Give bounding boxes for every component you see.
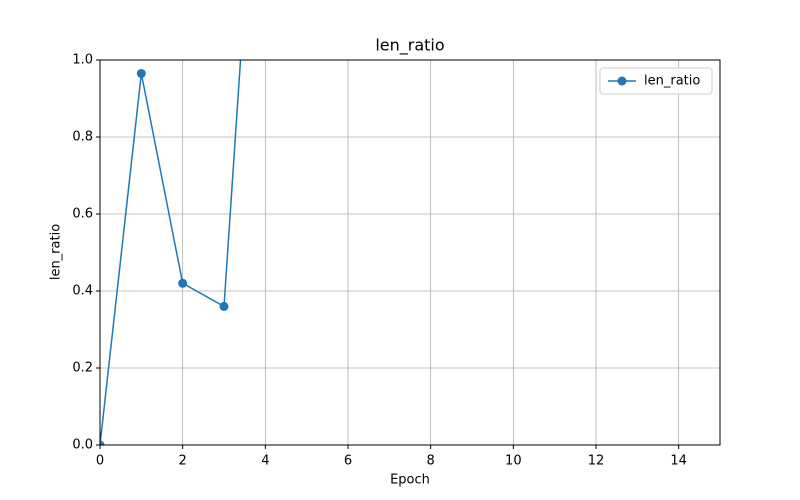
x-tick-label: 0 xyxy=(96,454,104,469)
legend-marker xyxy=(617,76,627,86)
x-tick-label: 10 xyxy=(505,454,522,469)
legend-label: len_ratio xyxy=(644,74,700,89)
chart-title: len_ratio xyxy=(375,36,444,56)
ticks: 0 2 4 6 8 10 12 14 0.0 0.2 0.4 0.6 0.8 1.0 xyxy=(72,53,687,469)
x-tick-label: 6 xyxy=(344,454,352,469)
x-tick-label: 12 xyxy=(588,454,605,469)
y-tick-label: 0.0 xyxy=(72,438,93,453)
y-axis-label: len_ratio xyxy=(49,224,64,280)
legend: len_ratio xyxy=(599,67,713,95)
y-tick-label: 0.4 xyxy=(72,284,93,299)
y-tick-label: 1.0 xyxy=(72,53,93,68)
plot-area xyxy=(100,60,242,445)
point-marker xyxy=(178,278,188,288)
point-marker xyxy=(100,440,105,445)
point-marker xyxy=(219,301,229,311)
y-tick-label: 0.2 xyxy=(72,361,93,376)
y-tick-label: 0.8 xyxy=(72,130,93,145)
axes-frame xyxy=(99,59,721,446)
point-marker xyxy=(136,68,146,78)
y-tick-label: 0.6 xyxy=(72,207,93,222)
x-tick-label: 2 xyxy=(179,454,187,469)
legend-box xyxy=(599,67,713,95)
x-tick-label: 14 xyxy=(670,454,687,469)
x-axis-label: Epoch xyxy=(390,473,430,488)
x-tick-label: 4 xyxy=(261,454,269,469)
x-tick-label: 8 xyxy=(427,454,435,469)
